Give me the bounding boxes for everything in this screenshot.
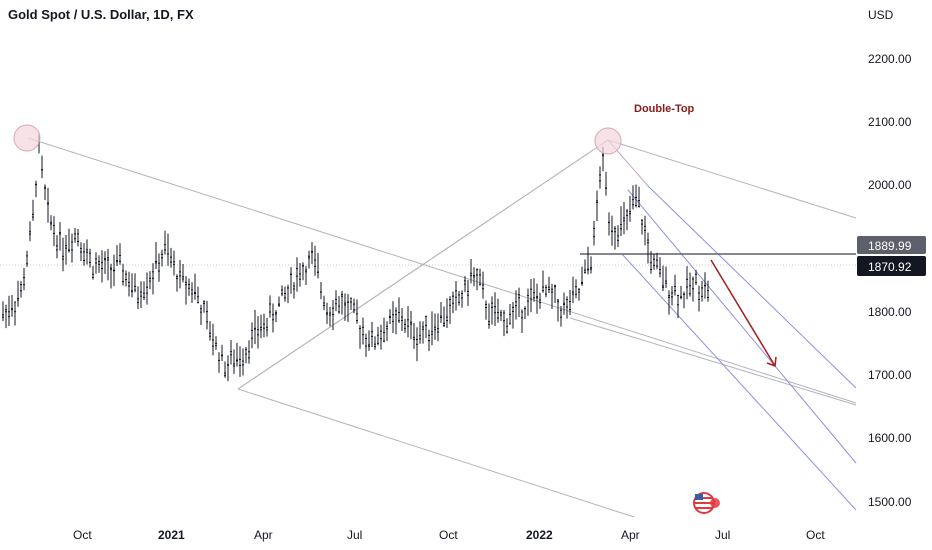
x-tick-label: Jul (715, 528, 730, 542)
x-tick-label: Oct (73, 528, 92, 542)
y-tick-label: 2200.00 (868, 52, 912, 66)
x-axis: Oct 2021 Apr Jul Oct 2022 Apr Jul Oct (73, 528, 825, 542)
x-tick-label: Jul (347, 528, 362, 542)
upper-channel-line-1[interactable] (27, 137, 857, 404)
trendlines[interactable] (27, 137, 857, 518)
x-tick-label: 2022 (526, 528, 553, 542)
chart-title: Gold Spot / U.S. Dollar, 1D, FX (8, 7, 194, 22)
x-tick-label: Oct (806, 528, 825, 542)
y-tick-label: 1500.00 (868, 495, 912, 509)
double-top-label[interactable]: Double-Top (634, 103, 695, 115)
top-marker-left[interactable] (13, 124, 41, 152)
projection-arrow[interactable] (710, 259, 777, 368)
x-tick-label: Apr (254, 528, 273, 542)
x-tick-label: Apr (621, 528, 640, 542)
rising-to-channel-line[interactable] (237, 139, 609, 390)
x-tick-label: 2021 (158, 528, 185, 542)
y-tick-label: 1600.00 (868, 431, 912, 445)
y-tick-label: 1800.00 (868, 305, 912, 319)
y-tick-label: 1700.00 (868, 368, 912, 382)
last-price-text: 1870.92 (868, 260, 912, 274)
currency-label: USD (868, 8, 894, 22)
resistance-price-tag[interactable]: 1889.99 (857, 236, 926, 254)
channel-upper-line[interactable] (647, 185, 857, 389)
last-price-tag[interactable]: 1870.92 (857, 256, 926, 276)
upper-channel-line-2[interactable] (607, 139, 857, 219)
channel-lower-line[interactable] (621, 253, 857, 511)
us-flag-icon[interactable] (693, 492, 720, 514)
y-tick-label: 2100.00 (868, 115, 912, 129)
channel-middle-line[interactable] (627, 189, 857, 464)
y-axis: 2200.00 2100.00 2000.00 1800.00 1700.00 … (868, 52, 912, 509)
mid-channel-line-1[interactable] (569, 317, 857, 406)
top-marker-right[interactable] (594, 127, 622, 155)
candle-series (2, 132, 709, 382)
lower-channel-line-1[interactable] (237, 388, 635, 518)
descending-channel[interactable] (607, 139, 857, 511)
resistance-price-text: 1889.99 (868, 239, 912, 253)
x-tick-label: Oct (439, 528, 458, 542)
y-tick-label: 2000.00 (868, 178, 912, 192)
